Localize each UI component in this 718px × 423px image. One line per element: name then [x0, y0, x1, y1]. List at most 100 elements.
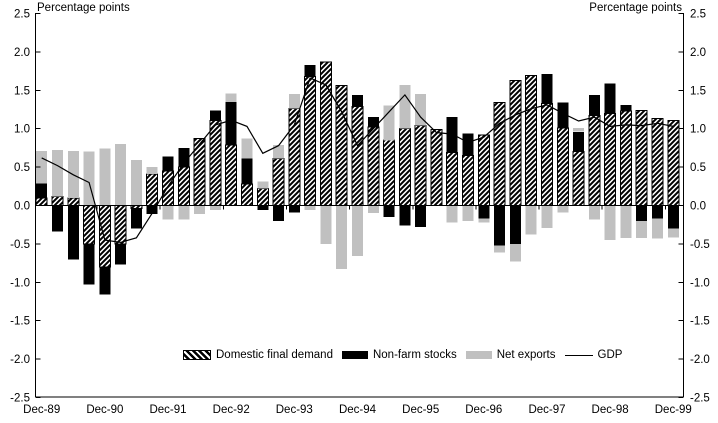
black-swatch-icon — [341, 351, 368, 359]
bar-segment-dfd — [430, 129, 443, 206]
bar-segment-nx — [399, 84, 411, 129]
y-tick-label-right: -2.0 — [690, 354, 710, 366]
x-tick-label: Dec-94 — [339, 404, 377, 416]
bar-segment-nx — [462, 205, 474, 221]
bar-segment-nx — [288, 94, 300, 109]
bar-segment-nx — [130, 160, 142, 206]
bar-segment-nfs — [352, 94, 363, 107]
bar-segment-nx — [83, 151, 95, 206]
bar-segment-nfs — [67, 205, 79, 260]
y-tick-label-left: 1.5 — [14, 85, 30, 97]
bar-segment-dfd — [651, 118, 664, 206]
bar-segment-nx — [320, 205, 332, 244]
bar-segment-nx — [415, 94, 427, 126]
bar-segment-dfd — [177, 166, 190, 207]
bar-segment-nx — [667, 228, 679, 238]
y-tick-label-left: -0.5 — [10, 239, 30, 251]
y-tick-label-left: 1.0 — [14, 124, 30, 136]
y-tick-label-right: 0.5 — [690, 162, 706, 174]
bar-segment-nfs — [652, 205, 663, 219]
bar-segment-dfd — [335, 85, 348, 206]
legend: Domestic final demand Non-farm stocks Ne… — [183, 349, 622, 361]
bar-segment-nx — [604, 205, 616, 241]
bar-segment-nfs — [36, 183, 48, 198]
legend-label: Non-farm stocks — [372, 349, 457, 361]
x-tick-label: Dec-98 — [592, 404, 629, 416]
y-tick-label-right: 1.0 — [690, 124, 706, 136]
bar-segment-dfd — [241, 183, 253, 206]
bar-segment-nfs — [573, 131, 585, 152]
bar-segment-nx — [178, 205, 190, 220]
x-tick-label: Dec-89 — [23, 404, 60, 416]
legend-label: Domestic final demand — [216, 349, 333, 361]
legend-item-gdp: GDP — [564, 349, 623, 361]
bar-segment-nx — [509, 243, 521, 262]
bar-segment-nfs — [494, 205, 506, 246]
bar-segment-nx — [36, 151, 48, 184]
bar-segment-dfd — [462, 155, 474, 207]
bar-segment-nx — [588, 205, 600, 220]
y-tick-label-left: 2.0 — [14, 47, 30, 59]
bar-segment-dfd — [604, 112, 617, 206]
bar-segment-dfd — [398, 128, 411, 206]
bar-segment-nfs — [257, 205, 269, 211]
y-tick-label-right: 2.5 — [690, 9, 706, 21]
bar-segment-nfs — [367, 117, 379, 128]
bar-segment-dfd — [525, 75, 538, 206]
bar-segment-nx — [162, 205, 174, 220]
gdp-line — [41, 77, 674, 244]
bar-segment-dfd — [272, 158, 285, 206]
bar-segment-nx — [446, 205, 458, 223]
bar-segment-nfs — [130, 208, 142, 229]
bar-segment-nx — [99, 148, 111, 206]
y-tick-label-left: 2.5 — [14, 9, 30, 21]
x-tick-label: Dec-92 — [213, 404, 250, 416]
y-tick-label-right: -1.5 — [690, 316, 710, 328]
hatched-swatch-icon — [183, 350, 211, 360]
bar-segment-nx — [478, 218, 490, 223]
bar-segment-nx — [52, 150, 63, 197]
x-tick-label: Dec-95 — [402, 404, 439, 416]
bar-segment-nfs — [557, 102, 569, 128]
legend-item-net-exports: Net exports — [465, 349, 556, 361]
y-tick-label-left: 0.0 — [14, 201, 30, 213]
bar-segment-nfs — [636, 205, 648, 221]
bar-segment-nx — [115, 144, 127, 206]
bar-segment-nx — [620, 205, 632, 238]
bar-segment-dfd — [556, 127, 569, 206]
line-swatch-icon — [564, 354, 593, 356]
bar-segment-nfs — [273, 205, 285, 221]
bar-segment-dfd — [162, 170, 174, 206]
bar-segment-nx — [352, 205, 363, 257]
bar-segment-nx — [383, 105, 395, 141]
bar-segment-dfd — [209, 119, 222, 206]
bar-segment-nx — [525, 205, 537, 235]
bar-segment-dfd — [225, 144, 238, 207]
legend-label: GDP — [597, 349, 623, 361]
bar-segment-dfd — [67, 197, 80, 207]
y-tick-label-right: 0.0 — [690, 201, 706, 213]
bar-segment-nfs — [415, 205, 427, 227]
bar-segment-nfs — [225, 101, 237, 145]
bar-segment-dfd — [304, 76, 317, 206]
bar-segment-nfs — [83, 243, 95, 285]
axes-layer — [35, 13, 684, 398]
bar-segment-nfs — [588, 94, 600, 116]
x-tick-label: Dec-93 — [276, 404, 313, 416]
bar-segment-dfd — [83, 205, 96, 245]
bar-segment-nfs — [304, 65, 316, 77]
bar-segment-nx — [257, 181, 269, 189]
tick-labels-layer: 2.5 2.5 2.0 2.0 1.5 1.5 1.0 1.0 0.5 0.5 0.0 0.0 -0.5… — [10, 9, 710, 417]
bar-segment-nfs — [241, 158, 253, 184]
bar-segment-nx — [241, 138, 253, 159]
gdp-line-layer — [41, 77, 674, 244]
bar-segment-dfd — [588, 115, 601, 206]
x-tick-label: Dec-91 — [149, 404, 186, 416]
bar-segment-nfs — [178, 147, 190, 168]
y-tick-label-right: -1.0 — [690, 277, 710, 289]
bar-segment-nfs — [541, 74, 553, 104]
bar-segment-dfd — [367, 126, 380, 206]
bar-segment-nx — [209, 205, 221, 211]
bar-segment-nx — [367, 205, 379, 214]
bar-segment-dfd — [146, 173, 159, 206]
